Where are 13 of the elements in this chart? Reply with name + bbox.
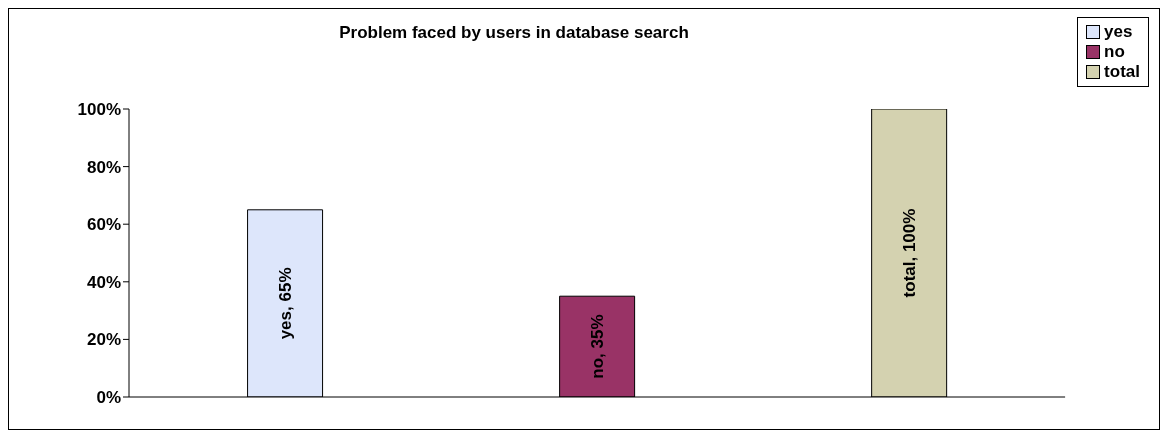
- y-tick-label: 40%: [86, 272, 121, 292]
- y-tick-label: 80%: [86, 157, 121, 177]
- legend-label: total: [1104, 62, 1140, 82]
- y-tick-label: 100%: [77, 100, 121, 120]
- y-tick-label: 20%: [86, 330, 121, 350]
- legend-label: yes: [1104, 22, 1133, 42]
- chart-title: Problem faced by users in database search: [338, 23, 690, 43]
- data-label: total, 100%: [899, 208, 919, 298]
- y-tick-label: 60%: [86, 215, 121, 235]
- legend-label: no: [1104, 42, 1125, 62]
- data-label: no, 35%: [587, 314, 607, 379]
- y-tick-label: 0%: [96, 388, 121, 408]
- data-label: yes, 65%: [275, 267, 295, 340]
